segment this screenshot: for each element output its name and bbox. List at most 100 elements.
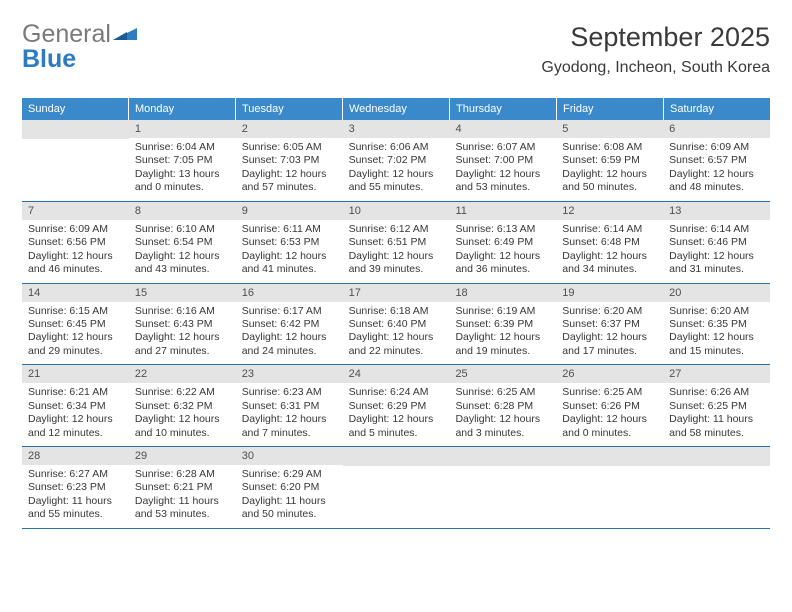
sunset-text: Sunset: 6:59 PM: [562, 154, 657, 167]
sunrise-text: Sunrise: 6:24 AM: [349, 386, 444, 399]
day-number: 17: [343, 284, 450, 302]
sunrise-text: Sunrise: 6:22 AM: [135, 386, 230, 399]
day-cell: 18Sunrise: 6:19 AMSunset: 6:39 PMDayligh…: [449, 284, 556, 365]
sunrise-text: Sunrise: 6:08 AM: [562, 141, 657, 154]
empty-day-number: [449, 447, 556, 466]
daylight-text: Daylight: 12 hours and 48 minutes.: [669, 168, 764, 195]
day-number: 10: [343, 202, 450, 220]
day-cell: 30Sunrise: 6:29 AMSunset: 6:20 PMDayligh…: [236, 447, 343, 528]
day-cell: 8Sunrise: 6:10 AMSunset: 6:54 PMDaylight…: [129, 202, 236, 283]
day-cell: 10Sunrise: 6:12 AMSunset: 6:51 PMDayligh…: [343, 202, 450, 283]
daylight-text: Daylight: 12 hours and 7 minutes.: [242, 413, 337, 440]
sunset-text: Sunset: 6:40 PM: [349, 318, 444, 331]
brand-text: General Blue: [22, 22, 111, 72]
weekday-header: Tuesday: [236, 98, 343, 120]
sunset-text: Sunset: 6:53 PM: [242, 236, 337, 249]
daylight-text: Daylight: 12 hours and 39 minutes.: [349, 250, 444, 277]
day-number: 13: [663, 202, 770, 220]
weekday-header: Monday: [129, 98, 236, 120]
day-details: Sunrise: 6:04 AMSunset: 7:05 PMDaylight:…: [129, 138, 236, 201]
month-title: September 2025: [541, 22, 770, 53]
day-details: Sunrise: 6:14 AMSunset: 6:46 PMDaylight:…: [663, 220, 770, 283]
calendar: SundayMondayTuesdayWednesdayThursdayFrid…: [22, 98, 770, 529]
sunset-text: Sunset: 6:45 PM: [28, 318, 123, 331]
day-cell: [343, 447, 450, 528]
day-number: 29: [129, 447, 236, 465]
sunrise-text: Sunrise: 6:09 AM: [28, 223, 123, 236]
day-number: 18: [449, 284, 556, 302]
day-number: 28: [22, 447, 129, 465]
daylight-text: Daylight: 12 hours and 5 minutes.: [349, 413, 444, 440]
sunset-text: Sunset: 6:54 PM: [135, 236, 230, 249]
day-number: 12: [556, 202, 663, 220]
sunrise-text: Sunrise: 6:23 AM: [242, 386, 337, 399]
day-cell: 4Sunrise: 6:07 AMSunset: 7:00 PMDaylight…: [449, 120, 556, 201]
weekday-header: Sunday: [22, 98, 129, 120]
daylight-text: Daylight: 12 hours and 12 minutes.: [28, 413, 123, 440]
day-details: Sunrise: 6:27 AMSunset: 6:23 PMDaylight:…: [22, 465, 129, 528]
daylight-text: Daylight: 12 hours and 36 minutes.: [455, 250, 550, 277]
day-cell: [556, 447, 663, 528]
day-details: Sunrise: 6:14 AMSunset: 6:48 PMDaylight:…: [556, 220, 663, 283]
day-cell: 16Sunrise: 6:17 AMSunset: 6:42 PMDayligh…: [236, 284, 343, 365]
daylight-text: Daylight: 12 hours and 46 minutes.: [28, 250, 123, 277]
day-number: 26: [556, 365, 663, 383]
day-number: 9: [236, 202, 343, 220]
sunrise-text: Sunrise: 6:14 AM: [669, 223, 764, 236]
day-cell: 5Sunrise: 6:08 AMSunset: 6:59 PMDaylight…: [556, 120, 663, 201]
day-details: Sunrise: 6:06 AMSunset: 7:02 PMDaylight:…: [343, 138, 450, 201]
day-number: 8: [129, 202, 236, 220]
day-cell: 21Sunrise: 6:21 AMSunset: 6:34 PMDayligh…: [22, 365, 129, 446]
week-row: 21Sunrise: 6:21 AMSunset: 6:34 PMDayligh…: [22, 365, 770, 447]
day-details: Sunrise: 6:09 AMSunset: 6:57 PMDaylight:…: [663, 138, 770, 201]
day-cell: 24Sunrise: 6:24 AMSunset: 6:29 PMDayligh…: [343, 365, 450, 446]
sunset-text: Sunset: 6:29 PM: [349, 400, 444, 413]
day-details: Sunrise: 6:12 AMSunset: 6:51 PMDaylight:…: [343, 220, 450, 283]
sunrise-text: Sunrise: 6:29 AM: [242, 468, 337, 481]
sunrise-text: Sunrise: 6:20 AM: [669, 305, 764, 318]
daylight-text: Daylight: 11 hours and 55 minutes.: [28, 495, 123, 522]
day-details: Sunrise: 6:23 AMSunset: 6:31 PMDaylight:…: [236, 383, 343, 446]
day-details: Sunrise: 6:09 AMSunset: 6:56 PMDaylight:…: [22, 220, 129, 283]
day-number: 7: [22, 202, 129, 220]
sunset-text: Sunset: 6:42 PM: [242, 318, 337, 331]
daylight-text: Daylight: 12 hours and 19 minutes.: [455, 331, 550, 358]
sunrise-text: Sunrise: 6:07 AM: [455, 141, 550, 154]
day-number: 11: [449, 202, 556, 220]
sunset-text: Sunset: 6:43 PM: [135, 318, 230, 331]
sunrise-text: Sunrise: 6:11 AM: [242, 223, 337, 236]
day-number: 1: [129, 120, 236, 138]
day-details: Sunrise: 6:21 AMSunset: 6:34 PMDaylight:…: [22, 383, 129, 446]
weekday-header: Thursday: [450, 98, 557, 120]
sunset-text: Sunset: 6:57 PM: [669, 154, 764, 167]
daylight-text: Daylight: 12 hours and 53 minutes.: [455, 168, 550, 195]
brand-part1: General: [22, 20, 111, 48]
daylight-text: Daylight: 12 hours and 10 minutes.: [135, 413, 230, 440]
sunrise-text: Sunrise: 6:15 AM: [28, 305, 123, 318]
day-cell: [663, 447, 770, 528]
daylight-text: Daylight: 11 hours and 53 minutes.: [135, 495, 230, 522]
day-number: 30: [236, 447, 343, 465]
sunset-text: Sunset: 6:34 PM: [28, 400, 123, 413]
day-number: 23: [236, 365, 343, 383]
daylight-text: Daylight: 12 hours and 57 minutes.: [242, 168, 337, 195]
empty-day-number: [556, 447, 663, 466]
day-details: Sunrise: 6:07 AMSunset: 7:00 PMDaylight:…: [449, 138, 556, 201]
day-cell: 11Sunrise: 6:13 AMSunset: 6:49 PMDayligh…: [449, 202, 556, 283]
week-row: 28Sunrise: 6:27 AMSunset: 6:23 PMDayligh…: [22, 447, 770, 529]
weekday-header: Friday: [557, 98, 664, 120]
sunset-text: Sunset: 6:25 PM: [669, 400, 764, 413]
sunset-text: Sunset: 6:23 PM: [28, 481, 123, 494]
day-number: 20: [663, 284, 770, 302]
sunrise-text: Sunrise: 6:21 AM: [28, 386, 123, 399]
daylight-text: Daylight: 12 hours and 50 minutes.: [562, 168, 657, 195]
sunrise-text: Sunrise: 6:26 AM: [669, 386, 764, 399]
day-details: Sunrise: 6:16 AMSunset: 6:43 PMDaylight:…: [129, 302, 236, 365]
daylight-text: Daylight: 12 hours and 31 minutes.: [669, 250, 764, 277]
daylight-text: Daylight: 12 hours and 24 minutes.: [242, 331, 337, 358]
day-number: 3: [343, 120, 450, 138]
sunrise-text: Sunrise: 6:04 AM: [135, 141, 230, 154]
sunset-text: Sunset: 7:05 PM: [135, 154, 230, 167]
daylight-text: Daylight: 12 hours and 29 minutes.: [28, 331, 123, 358]
day-cell: [22, 120, 129, 201]
